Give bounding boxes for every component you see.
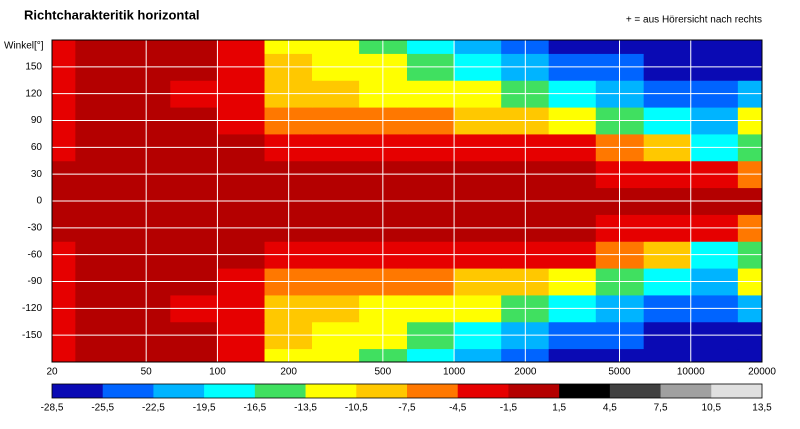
y-tick-label: 30 xyxy=(31,169,43,180)
colorbar-swatch xyxy=(254,384,306,398)
colorbar-swatch xyxy=(305,384,357,398)
plot-frame xyxy=(51,39,763,363)
colorbar-swatch xyxy=(52,384,104,398)
colorbar-swatch xyxy=(508,384,560,398)
heatmap-cell xyxy=(407,348,455,363)
heatmap-cell xyxy=(312,40,360,54)
heatmap-cell xyxy=(548,348,597,363)
colorbar-swatch xyxy=(356,384,408,398)
x-tick-label: 20000 xyxy=(748,367,776,378)
colorbar-tick-label: 7,5 xyxy=(654,403,668,414)
heatmap-cell xyxy=(643,348,692,363)
heatmap-cell xyxy=(548,40,597,54)
colorbar-tick-label: -4,5 xyxy=(449,403,467,414)
annotation: + = aus Hörersicht nach rechts xyxy=(626,15,762,26)
x-tick-label: 2000 xyxy=(514,367,537,378)
heatmap-cell xyxy=(690,348,739,363)
y-axis-label: Winkel[°] xyxy=(4,41,44,52)
x-tick-label: 5000 xyxy=(608,367,631,378)
y-tick-label: 60 xyxy=(31,142,43,153)
colorbar-tick-label: -19,5 xyxy=(193,403,216,414)
heatmap-cell xyxy=(52,40,76,54)
colorbar-tick-label: -1,5 xyxy=(500,403,518,414)
x-tick-label: 500 xyxy=(375,367,392,378)
heatmap-cell xyxy=(312,348,360,363)
heatmap-cell xyxy=(737,40,763,54)
heatmap-cell xyxy=(170,40,218,54)
colorbar-tick-label: 1,5 xyxy=(552,403,566,414)
colorbar-swatch xyxy=(609,384,661,398)
x-tick-label: 10000 xyxy=(677,367,705,378)
heatmap-cell xyxy=(407,40,455,54)
colorbar-tick-label: -16,5 xyxy=(243,403,266,414)
x-tick-label: 200 xyxy=(280,367,297,378)
colorbar-tick-label: 10,5 xyxy=(702,403,722,414)
heatmap-cell xyxy=(690,40,739,54)
colorbar-tick-label: -13,5 xyxy=(294,403,317,414)
x-tick-label: 100 xyxy=(209,367,226,378)
chart-title: Richtcharakteritik horizontal xyxy=(24,7,200,22)
colorbar-tick-label: 13,5 xyxy=(752,403,772,414)
colorbar-swatch xyxy=(153,384,205,398)
heatmap-cell xyxy=(737,348,763,363)
colorbar-tick-label: -22,5 xyxy=(142,403,165,414)
colorbar-swatch xyxy=(660,384,712,398)
colorbar-swatch xyxy=(102,384,154,398)
y-tick-label: -60 xyxy=(28,249,43,260)
y-tick-label: -30 xyxy=(28,222,43,233)
y-tick-label: 90 xyxy=(31,115,43,126)
colorbar-frame xyxy=(51,383,763,399)
x-tick-label: 1000 xyxy=(443,367,466,378)
heatmap-cell xyxy=(217,348,266,363)
y-tick-label: 0 xyxy=(36,196,42,207)
heatmap-cell xyxy=(75,40,123,54)
heatmap-cell xyxy=(454,40,502,54)
heatmap-cell xyxy=(217,40,266,54)
y-tick-label: 120 xyxy=(25,88,42,99)
colorbar-tick-label: 4,5 xyxy=(603,403,617,414)
colorbar-tick-label: -25,5 xyxy=(91,403,114,414)
colorbar-tick-label: -10,5 xyxy=(345,403,368,414)
heatmap-cell xyxy=(454,348,502,363)
colorbar-swatch xyxy=(407,384,459,398)
y-tick-label: -90 xyxy=(28,276,43,287)
x-tick-label: 20 xyxy=(46,367,58,378)
y-tick-label: -150 xyxy=(22,330,42,341)
colorbar-swatch xyxy=(559,384,611,398)
colorbar-swatch xyxy=(711,384,763,398)
y-tick-label: 150 xyxy=(25,61,42,72)
heatmap-cell xyxy=(170,348,218,363)
heatmap-cell xyxy=(52,348,76,363)
heatmap-cell xyxy=(75,348,123,363)
x-tick-label: 50 xyxy=(141,367,153,378)
colorbar-swatch xyxy=(457,384,509,398)
heatmap-cell xyxy=(643,40,692,54)
colorbar-tick-label: -7,5 xyxy=(398,403,416,414)
y-tick-label: -120 xyxy=(22,303,42,314)
colorbar-tick-label: -28,5 xyxy=(41,403,64,414)
colorbar-swatch xyxy=(204,384,256,398)
